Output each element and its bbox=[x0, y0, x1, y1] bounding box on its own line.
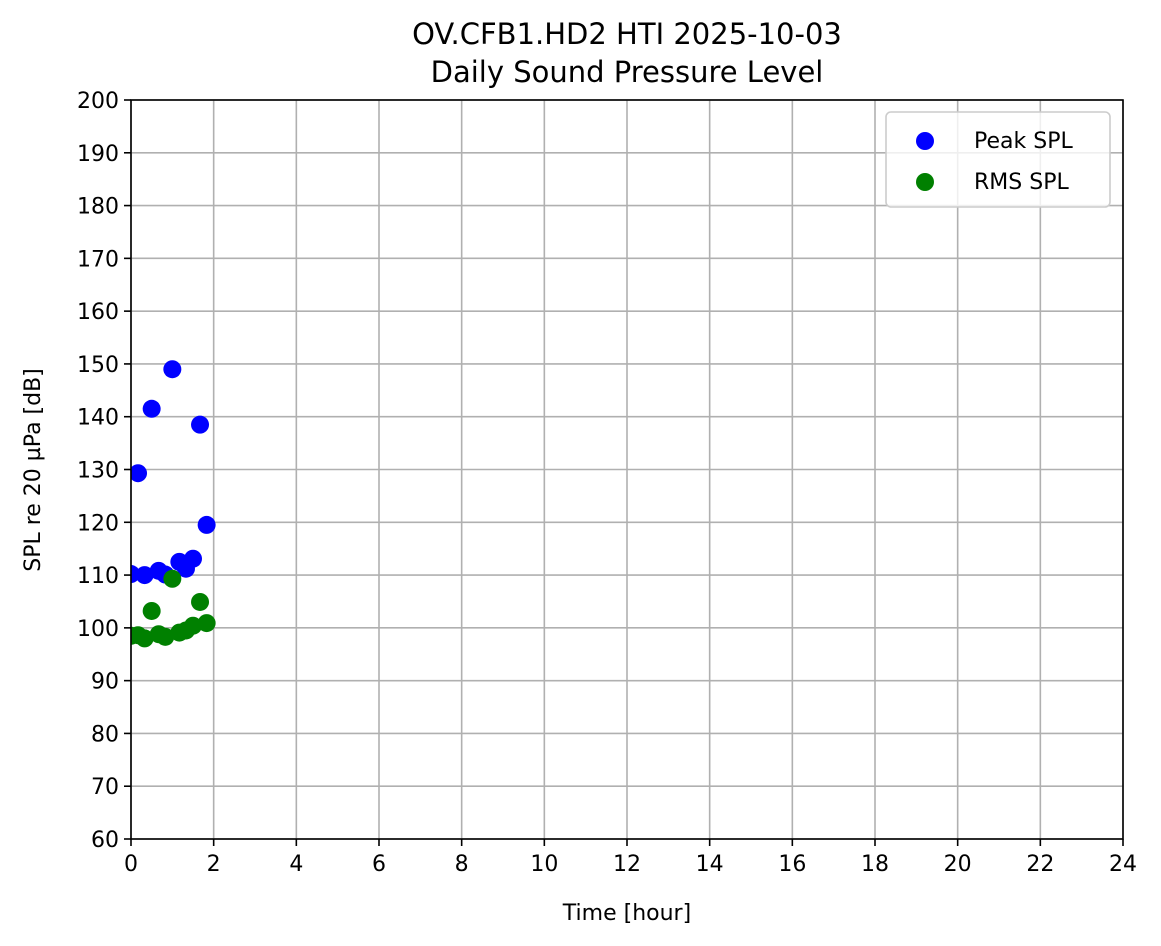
y-tick-label: 160 bbox=[77, 300, 119, 325]
y-tick-label: 100 bbox=[77, 617, 119, 642]
x-tick-label: 20 bbox=[944, 852, 972, 877]
y-tick-label: 60 bbox=[91, 828, 119, 853]
peak-spl-point bbox=[131, 464, 148, 483]
legend-marker-rms bbox=[916, 173, 934, 191]
x-tick-label: 0 bbox=[124, 852, 138, 877]
x-tick-label: 14 bbox=[696, 852, 724, 877]
x-tick-label: 10 bbox=[530, 852, 558, 877]
peak-spl-point bbox=[142, 399, 161, 418]
y-tick-label: 120 bbox=[77, 511, 119, 536]
y-tick-label: 170 bbox=[77, 247, 119, 272]
y-tick-label: 110 bbox=[77, 564, 119, 589]
y-tick-label: 90 bbox=[91, 670, 119, 695]
y-tick-label: 190 bbox=[77, 142, 119, 167]
x-tick-label: 4 bbox=[289, 852, 303, 877]
legend-label-peak: Peak SPL bbox=[974, 129, 1073, 154]
y-tick-label: 130 bbox=[77, 459, 119, 484]
legend: Peak SPL RMS SPL bbox=[885, 111, 1111, 208]
x-axis-ticks: 0 2 4 6 8 10 12 14 16 18 20 22 24 bbox=[124, 839, 1137, 877]
legend-marker-peak bbox=[916, 132, 934, 150]
rms-spl-point bbox=[142, 601, 161, 620]
y-tick-label: 150 bbox=[77, 353, 119, 378]
x-tick-label: 18 bbox=[861, 852, 889, 877]
x-tick-label: 8 bbox=[455, 852, 469, 877]
rms-spl-point bbox=[191, 592, 210, 611]
data-points bbox=[131, 360, 216, 648]
chart-title: OV.CFB1.HD2 HTI 2025-10-03 bbox=[412, 17, 842, 51]
y-tick-label: 200 bbox=[77, 89, 119, 114]
y-tick-label: 80 bbox=[91, 722, 119, 747]
x-tick-label: 22 bbox=[1026, 852, 1054, 877]
rms-spl-point bbox=[135, 629, 154, 648]
chart-subtitle: Daily Sound Pressure Level bbox=[431, 55, 824, 89]
y-axis-ticks: 60 70 80 90 100 110 120 130 140 150 160 170 180 190 20… bbox=[77, 89, 131, 853]
peak-spl-point bbox=[135, 566, 154, 585]
y-tick-label: 140 bbox=[77, 406, 119, 431]
peak-spl-point bbox=[163, 360, 182, 379]
x-tick-label: 2 bbox=[207, 852, 221, 877]
rms-spl-point bbox=[197, 614, 216, 633]
x-tick-label: 24 bbox=[1109, 852, 1137, 877]
y-axis-label: SPL re 20 µPa [dB] bbox=[21, 368, 46, 572]
legend-label-rms: RMS SPL bbox=[974, 170, 1069, 195]
x-tick-label: 12 bbox=[613, 852, 641, 877]
grid bbox=[130, 99, 1124, 840]
y-tick-label: 70 bbox=[91, 775, 119, 800]
peak-spl-point bbox=[197, 515, 216, 534]
peak-spl-point bbox=[184, 549, 202, 568]
peak-spl-point bbox=[191, 415, 210, 434]
x-axis-label: Time [hour] bbox=[562, 901, 691, 926]
rms-spl-point bbox=[184, 616, 202, 635]
rms-spl-point bbox=[156, 627, 175, 646]
x-tick-label: 6 bbox=[372, 852, 386, 877]
rms-spl-point bbox=[163, 569, 182, 588]
legend-box bbox=[885, 111, 1111, 208]
x-tick-label: 16 bbox=[778, 852, 806, 877]
y-tick-label: 180 bbox=[77, 195, 119, 220]
